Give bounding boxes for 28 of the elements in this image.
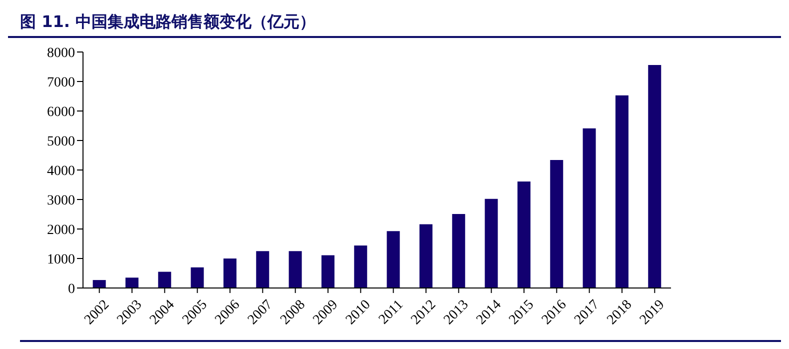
bar (517, 182, 530, 288)
bar (386, 231, 400, 288)
y-tick-label: 3000 (47, 193, 75, 208)
bar (92, 280, 106, 288)
bar (354, 246, 368, 288)
bar (648, 64, 662, 288)
y-tick-label: 1000 (47, 252, 75, 268)
bar (125, 278, 138, 288)
bar (419, 224, 432, 288)
y-tick-label: 4000 (47, 164, 75, 179)
y-tick-label: 2000 (47, 222, 75, 238)
bar (550, 160, 564, 288)
bar (321, 255, 334, 288)
chart-title: 图 11. 中国集成电路销售额变化（亿元） (8, 8, 781, 38)
bar (256, 251, 270, 288)
bar (223, 258, 236, 288)
bar (615, 95, 628, 288)
y-tick-label: 7000 (47, 75, 75, 90)
y-tick-label: 0 (68, 282, 75, 297)
y-tick-label: 6000 (47, 104, 75, 120)
y-tick-label: 5000 (47, 134, 75, 150)
y-tick-label: 8000 (47, 46, 75, 61)
bar (190, 267, 204, 288)
bar (582, 128, 596, 288)
bar (452, 214, 466, 288)
bar (484, 198, 498, 288)
bar (158, 272, 172, 288)
bar (288, 251, 302, 288)
